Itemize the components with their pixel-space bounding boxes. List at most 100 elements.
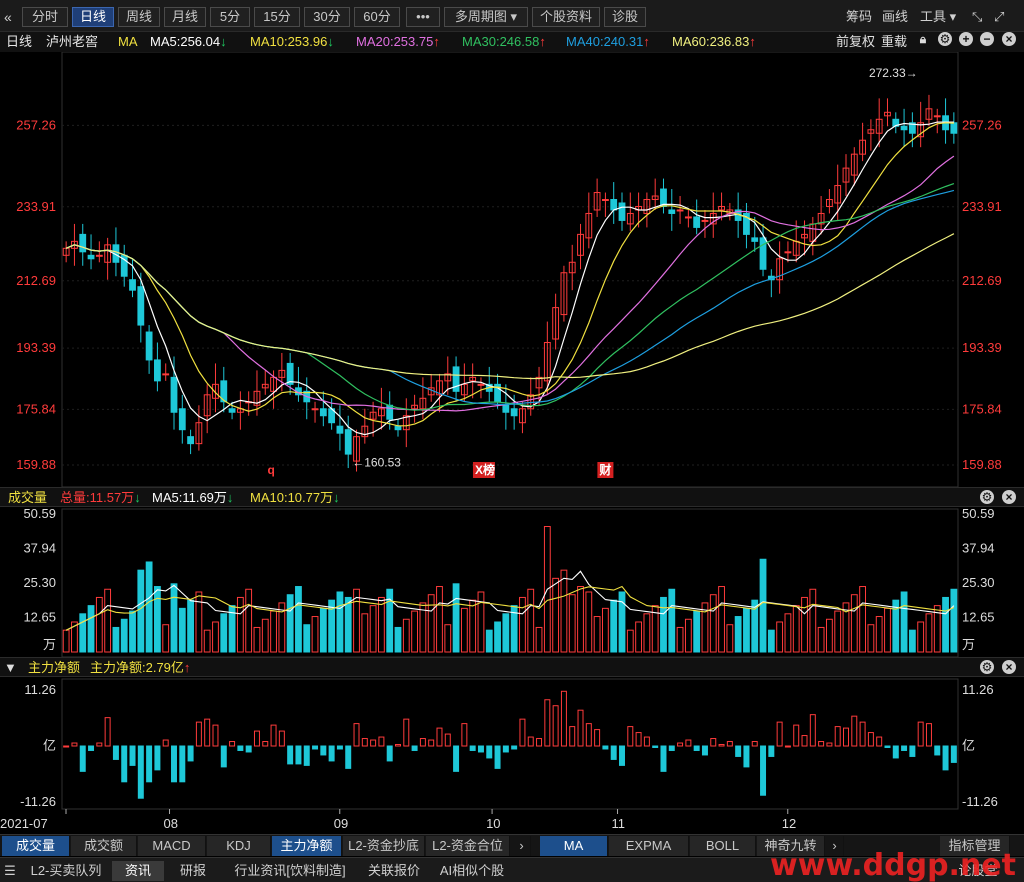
close-icon[interactable]: × <box>1002 32 1016 46</box>
volume-bar <box>328 599 336 653</box>
tab-weekly[interactable]: 周线 <box>118 7 160 27</box>
tab-news[interactable]: 资讯 <box>112 861 164 881</box>
flow-bar <box>129 745 136 766</box>
volume-title[interactable]: 成交量 <box>8 490 48 505</box>
tab-macd[interactable]: MACD <box>138 836 206 856</box>
flow-bar <box>96 742 103 747</box>
tab-l2-queue[interactable]: L2-买卖队列 <box>30 863 102 878</box>
volume-bar <box>129 610 136 653</box>
volume-bar <box>751 599 759 653</box>
chip-button[interactable]: 筹码 <box>846 9 873 24</box>
volume-bar <box>900 591 908 653</box>
flow-bar <box>486 745 493 759</box>
expand-icon[interactable]: ⤢ <box>994 9 1005 24</box>
volume-bar <box>743 607 750 653</box>
tab-60min[interactable]: 60分 <box>354 7 400 27</box>
candle-body <box>668 209 676 214</box>
flow-bar <box>262 741 269 747</box>
indicator-manage-button[interactable]: 指标管理 <box>940 836 1010 856</box>
collapse-icon[interactable]: ▼ <box>4 660 17 675</box>
tabs-more-icon[interactable]: › <box>826 836 844 856</box>
tab-5min[interactable]: 5分 <box>210 7 250 27</box>
flow-bar <box>577 709 584 747</box>
volume-bar <box>527 588 535 653</box>
flow-bar <box>494 745 501 769</box>
flow-bar <box>859 721 866 747</box>
tab-ai-similar[interactable]: AI相似个股 <box>439 863 505 878</box>
zoom-out-icon[interactable]: − <box>980 32 994 46</box>
flow-bar <box>502 745 509 753</box>
tab-daily[interactable]: 日线 <box>72 7 114 27</box>
volume-bar <box>79 613 87 653</box>
flow-bar <box>735 745 742 757</box>
indicator-name[interactable]: MA <box>118 34 138 49</box>
tab-research[interactable]: 研报 <box>179 863 206 878</box>
tab-monthly[interactable]: 月线 <box>164 7 206 27</box>
tab-industry-news[interactable]: 行业资讯[饮料制造] <box>234 863 346 878</box>
price-tick-left: 159.88 <box>16 457 56 472</box>
flow-bar <box>660 745 667 772</box>
diagnose-button[interactable]: 诊股 <box>604 7 646 27</box>
ma10-line <box>65 122 954 427</box>
flow-tick-bottom-left: -11.26 <box>20 794 56 809</box>
multi-period-dropdown[interactable]: 多周期图 ▾ <box>444 7 528 27</box>
tab-l2-bottom[interactable]: L2-资金抄底 <box>343 836 425 856</box>
shrink-icon[interactable]: ⤡ <box>972 9 983 24</box>
candle-body <box>718 205 725 211</box>
tab-15min[interactable]: 15分 <box>254 7 300 27</box>
flow-title[interactable]: 主力净额 <box>28 660 81 675</box>
tabs-next-icon[interactable]: › <box>513 836 531 856</box>
settings-icon[interactable]: ⚙ <box>938 32 952 46</box>
draw-line-button[interactable]: 画线 <box>882 9 909 24</box>
volume-bar <box>950 588 958 653</box>
volume-bar <box>618 591 626 653</box>
volume-bar <box>245 588 253 653</box>
tab-expma[interactable]: EXPMA <box>609 836 689 856</box>
candle-body <box>776 258 784 281</box>
candle-body <box>900 125 908 131</box>
flow-bar <box>834 726 841 747</box>
zoom-in-icon[interactable]: + <box>959 32 973 46</box>
tab-kdj[interactable]: KDJ <box>207 836 271 856</box>
candle-body <box>195 422 203 445</box>
candle-body <box>154 359 161 382</box>
tab-volume[interactable]: 成交量 <box>2 836 70 856</box>
tab-intraday[interactable]: 分时 <box>22 7 68 27</box>
volume-bar <box>145 561 153 653</box>
volume-unit-right: 万 <box>962 637 975 652</box>
flow-settings-icon[interactable]: ⚙ <box>980 660 994 674</box>
back-arrow-icon[interactable]: « <box>4 9 12 25</box>
candle-body <box>436 380 443 396</box>
tab-l2-position[interactable]: L2-资金合位 <box>426 836 510 856</box>
tab-magic-nine[interactable]: 神奇九转 <box>757 836 825 856</box>
volume-bar <box>925 613 933 653</box>
flow-bar <box>917 721 924 747</box>
candle-body <box>170 376 178 413</box>
volume-bar <box>643 613 651 653</box>
tab-30min[interactable]: 30分 <box>304 7 350 27</box>
menu-icon[interactable]: ☰ <box>4 863 16 878</box>
flow-close-icon[interactable]: × <box>1002 660 1016 674</box>
kline-chart[interactable]: 272.33→ ←160.53 q X榜 财 257.26 257.26 233.91 233… <box>0 52 1024 834</box>
tab-boll[interactable]: BOLL <box>690 836 756 856</box>
candle-body <box>286 362 294 385</box>
tab-turnover[interactable]: 成交额 <box>71 836 137 856</box>
more-periods-button[interactable]: ••• <box>406 7 440 27</box>
tab-related-quotes[interactable]: 关联报价 <box>367 863 420 878</box>
volume-ma10-line <box>65 585 955 631</box>
flow-bar <box>477 745 484 753</box>
tools-dropdown[interactable]: 工具 ▾ <box>920 9 957 24</box>
candle-body <box>543 341 551 382</box>
adjust-button[interactable]: 前复权 <box>836 34 876 49</box>
stock-info-button[interactable]: 个股资料 <box>532 7 600 27</box>
volume-settings-icon[interactable]: ⚙ <box>980 490 994 504</box>
volume-close-icon[interactable]: × <box>1002 490 1016 504</box>
flow-bar <box>419 738 426 747</box>
tab-discussion[interactable]: 论股堂 <box>958 863 998 878</box>
tab-main-flow[interactable]: 主力净额 <box>272 836 342 856</box>
reload-button[interactable]: 重载 <box>881 34 908 49</box>
tab-ma[interactable]: MA <box>540 836 608 856</box>
lock-icon[interactable]: 🔒︎ <box>919 32 927 46</box>
candle-body <box>618 202 626 221</box>
flow-bar <box>303 745 310 766</box>
